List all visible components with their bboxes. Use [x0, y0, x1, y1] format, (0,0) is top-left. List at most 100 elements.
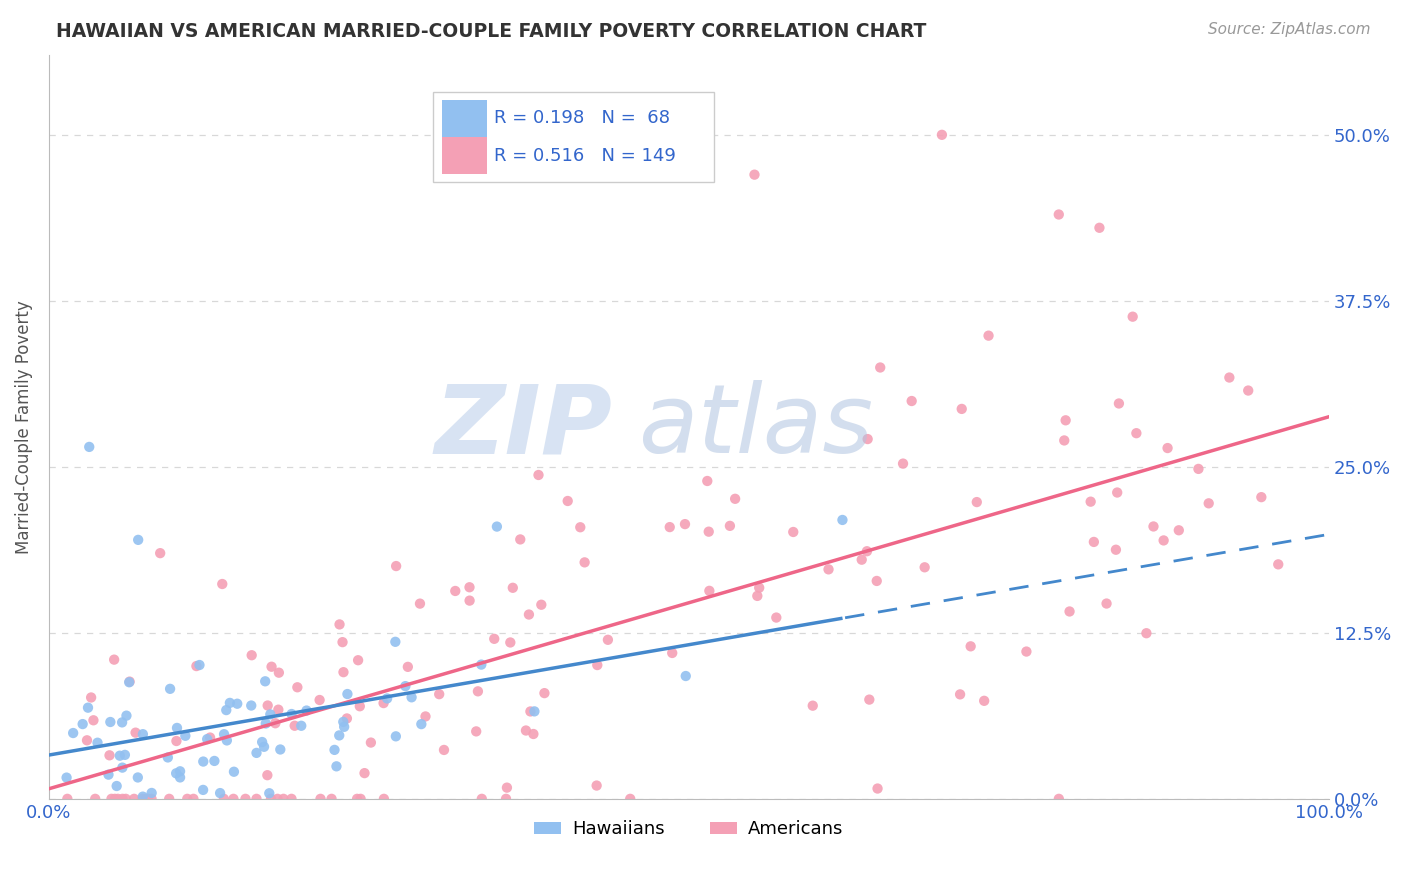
Point — [360, 735, 382, 749]
Point — [132, 727, 155, 741]
Point — [596, 632, 619, 647]
Point — [336, 687, 359, 701]
Point — [98, 748, 121, 763]
Point — [108, 748, 131, 763]
Point — [127, 533, 149, 547]
Point — [517, 607, 540, 622]
Point — [1237, 384, 1260, 398]
Point — [332, 714, 354, 729]
Point — [114, 747, 136, 762]
Point — [900, 394, 922, 409]
Point — [240, 698, 263, 713]
Point — [1059, 605, 1081, 619]
Point — [240, 648, 263, 663]
Point — [308, 693, 330, 707]
Point — [118, 675, 141, 690]
Point — [82, 713, 104, 727]
Point — [111, 792, 134, 806]
Point — [111, 715, 134, 730]
Point — [157, 792, 180, 806]
Point — [1083, 535, 1105, 549]
Point — [260, 659, 283, 673]
Point — [1218, 370, 1240, 384]
Point — [118, 674, 141, 689]
Point — [1047, 792, 1070, 806]
Point — [394, 679, 416, 693]
Point — [1053, 434, 1076, 448]
Point — [427, 687, 450, 701]
Point — [86, 736, 108, 750]
Point — [62, 726, 84, 740]
Point — [193, 755, 215, 769]
Point — [328, 728, 350, 742]
Point — [349, 792, 371, 806]
Point — [959, 640, 981, 654]
Point — [673, 517, 696, 532]
Point — [347, 653, 370, 667]
Point — [527, 467, 550, 482]
Point — [186, 659, 208, 673]
Point — [195, 732, 218, 747]
Point — [696, 474, 718, 488]
Point — [530, 598, 553, 612]
FancyBboxPatch shape — [441, 137, 486, 174]
Point — [72, 717, 94, 731]
Point — [332, 665, 354, 680]
Point — [169, 764, 191, 779]
Point — [176, 792, 198, 806]
Point — [215, 703, 238, 717]
Point — [718, 519, 741, 533]
Point — [782, 524, 804, 539]
Point — [585, 779, 607, 793]
Point — [328, 617, 350, 632]
Point — [132, 789, 155, 804]
Point — [174, 729, 197, 743]
Text: Source: ZipAtlas.com: Source: ZipAtlas.com — [1208, 22, 1371, 37]
Point — [191, 783, 214, 797]
Point — [914, 560, 936, 574]
Point — [141, 792, 163, 806]
Point — [856, 432, 879, 446]
Point — [458, 580, 481, 594]
Point — [127, 771, 149, 785]
Point — [226, 697, 249, 711]
Point — [499, 635, 522, 649]
Point — [515, 723, 537, 738]
Point — [136, 792, 159, 806]
Point — [744, 168, 766, 182]
Point — [661, 646, 683, 660]
Point — [569, 520, 592, 534]
FancyBboxPatch shape — [433, 93, 714, 182]
Point — [533, 686, 555, 700]
Point — [97, 767, 120, 781]
Point — [433, 743, 456, 757]
Point — [586, 658, 609, 673]
Point — [375, 691, 398, 706]
Point — [105, 779, 128, 793]
Point — [471, 792, 494, 806]
Point — [222, 792, 245, 806]
Point — [259, 707, 281, 722]
Point — [866, 574, 889, 588]
Point — [131, 792, 153, 806]
Point — [115, 708, 138, 723]
Point — [699, 583, 721, 598]
Point — [931, 128, 953, 142]
Point — [519, 705, 541, 719]
Point — [100, 792, 122, 806]
Point — [264, 716, 287, 731]
Point — [801, 698, 824, 713]
Point — [259, 786, 281, 800]
Point — [401, 690, 423, 705]
Point — [1250, 490, 1272, 504]
Point — [384, 635, 406, 649]
Point — [522, 727, 544, 741]
Point — [697, 524, 720, 539]
Point — [323, 743, 346, 757]
Point — [1142, 519, 1164, 533]
Point — [415, 709, 437, 723]
Point — [266, 792, 288, 806]
Point — [869, 360, 891, 375]
Point — [1156, 441, 1178, 455]
Point — [280, 792, 302, 806]
